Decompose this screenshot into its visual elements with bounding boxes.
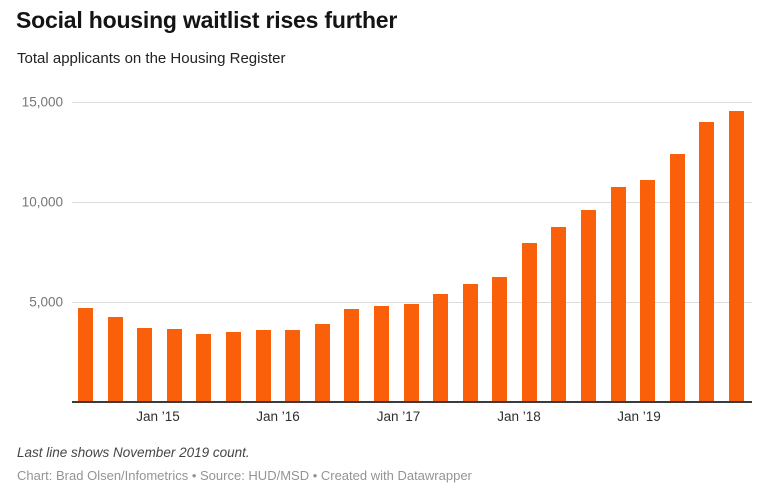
bar (344, 309, 359, 401)
chart-subtitle: Total applicants on the Housing Register (17, 50, 286, 67)
footer-byline: Chart: Brad Olsen/Infometrics • Source: … (17, 468, 472, 483)
bar (670, 153, 685, 401)
bar (581, 210, 596, 401)
bar (167, 329, 182, 401)
bar (463, 284, 478, 401)
x-axis-tick-label: Jan ’16 (256, 409, 300, 424)
chart-title: Social housing waitlist rises further (16, 7, 398, 33)
bar (729, 111, 744, 401)
bar (611, 186, 626, 401)
bar (285, 330, 300, 401)
y-gridline (72, 201, 752, 203)
x-axis-tick-label: Jan ’18 (497, 409, 541, 424)
bar (137, 327, 152, 401)
bar (699, 121, 714, 401)
y-axis-tick-label: 5,000 (29, 294, 63, 310)
footer-note: Last line shows November 2019 count. (17, 445, 250, 460)
bar (108, 317, 123, 401)
x-axis-line (72, 401, 752, 403)
bar (256, 330, 271, 401)
x-axis-tick-label: Jan ’17 (376, 409, 421, 424)
bar (196, 334, 211, 401)
y-gridline (72, 301, 752, 303)
y-axis-tick-label: 15,000 (21, 94, 63, 110)
x-axis-tick-label: Jan ’15 (136, 409, 180, 424)
y-gridline (72, 101, 752, 103)
bar (640, 179, 655, 401)
bar (404, 304, 419, 401)
x-axis-tick-label: Jan ’19 (617, 409, 661, 424)
bar (78, 307, 93, 401)
bar (433, 293, 448, 401)
bar (226, 332, 241, 401)
bar (374, 306, 389, 401)
bar (551, 226, 566, 401)
bar (522, 243, 537, 401)
y-axis-tick-label: 10,000 (21, 194, 63, 210)
bar (315, 323, 330, 401)
bar (492, 277, 507, 401)
